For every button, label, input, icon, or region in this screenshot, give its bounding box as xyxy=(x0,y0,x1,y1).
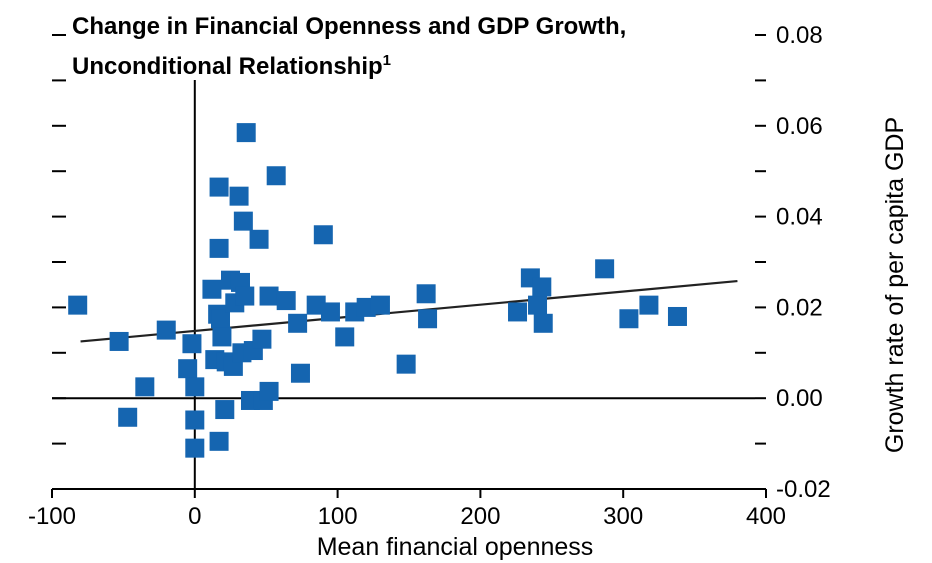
data-point xyxy=(259,381,279,401)
tick-marks-group xyxy=(51,34,767,498)
y-axis-label: Growth rate of per capita GDP xyxy=(881,117,909,453)
x-tick-label: -100 xyxy=(28,503,76,530)
data-point xyxy=(306,295,326,315)
x-tick-label: 400 xyxy=(746,503,786,530)
data-point xyxy=(212,327,232,347)
data-point xyxy=(235,286,255,306)
chart-title-footnote: 1 xyxy=(383,52,391,69)
data-point xyxy=(370,295,390,315)
data-point xyxy=(182,334,202,354)
data-point xyxy=(313,225,333,245)
data-point xyxy=(233,211,253,231)
trend-line xyxy=(80,279,738,343)
data-point xyxy=(619,309,639,329)
chart-title-line2: Unconditional Relationship1 xyxy=(72,52,391,80)
data-point xyxy=(68,295,88,315)
data-point xyxy=(209,431,229,451)
data-point xyxy=(185,410,205,430)
data-point xyxy=(266,166,286,186)
data-point xyxy=(178,359,198,379)
data-point xyxy=(528,295,548,315)
data-point xyxy=(595,259,615,279)
data-point xyxy=(320,302,340,322)
trend-line-group xyxy=(80,279,738,343)
data-point xyxy=(276,291,296,311)
data-points-group xyxy=(68,123,687,458)
data-point xyxy=(211,309,231,329)
data-point xyxy=(259,286,279,306)
x-tick-label: 300 xyxy=(603,503,643,530)
data-point xyxy=(118,407,138,427)
x-tick-label: 200 xyxy=(460,503,500,530)
data-point xyxy=(135,377,155,397)
x-tick-label: 100 xyxy=(318,503,358,530)
data-point xyxy=(418,309,438,329)
data-point xyxy=(156,320,176,340)
tick-labels-group: -100 0 100 200 300 400-0.02 0.00 0.02 0.04 0.06 0.… xyxy=(28,22,831,530)
data-point xyxy=(667,306,687,326)
axes-group xyxy=(52,80,766,490)
y-tick-label: 0.04 xyxy=(776,204,823,231)
data-point xyxy=(215,400,235,420)
y-tick-label: 0.06 xyxy=(776,113,823,140)
data-point xyxy=(639,295,659,315)
y-tick-label: -0.02 xyxy=(776,476,831,503)
data-point xyxy=(185,377,205,397)
data-point xyxy=(185,438,205,458)
data-point xyxy=(288,313,308,333)
data-point xyxy=(396,354,416,374)
x-tick-label: 0 xyxy=(188,503,201,530)
data-point xyxy=(356,297,376,317)
x-axis-label: Mean financial openness xyxy=(317,533,594,561)
data-point xyxy=(533,313,553,333)
y-tick-label: 0.02 xyxy=(776,294,823,321)
data-point xyxy=(202,279,222,299)
data-point xyxy=(236,123,256,143)
data-point xyxy=(290,363,310,383)
y-tick-label: 0.00 xyxy=(776,385,823,412)
chart-title: Change in Financial Openness and GDP Gro… xyxy=(72,13,626,40)
data-point xyxy=(109,331,129,351)
chart-title-line2-text: Unconditional Relationship xyxy=(72,53,383,80)
data-point xyxy=(416,284,436,304)
y-tick-label: 0.08 xyxy=(776,22,823,49)
data-point xyxy=(209,238,229,258)
data-point xyxy=(249,229,269,249)
data-point xyxy=(532,277,552,297)
data-point xyxy=(209,177,229,197)
data-point xyxy=(508,302,528,322)
data-point xyxy=(229,186,249,206)
data-point xyxy=(252,329,272,349)
data-point xyxy=(335,327,355,347)
